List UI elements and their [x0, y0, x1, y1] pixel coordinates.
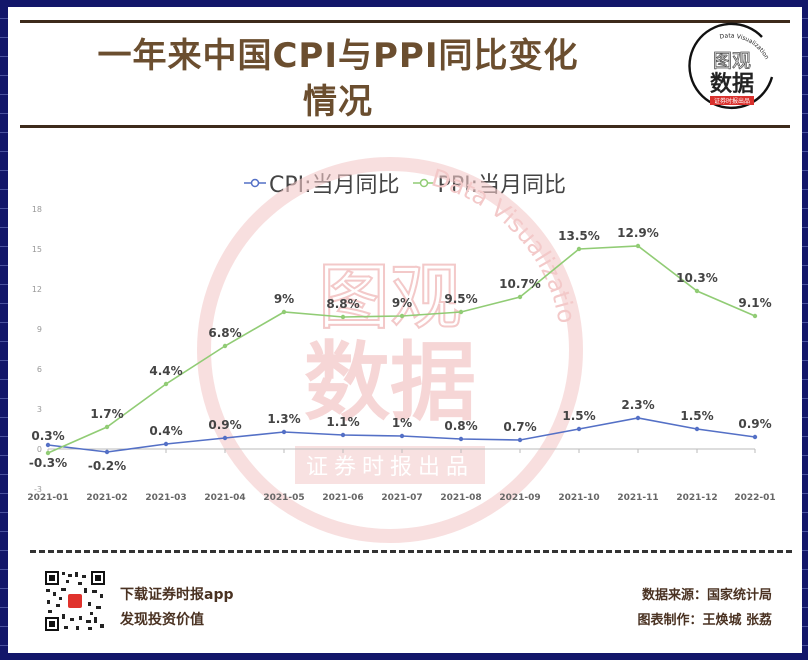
legend-item-ppi[interactable]: PPI:当月同比 — [412, 167, 566, 199]
logo-badge-text: 证券时报出品 — [714, 97, 750, 105]
footer-divider — [30, 550, 792, 553]
logo-main-text: 数据 — [710, 71, 754, 97]
header-bottom-rule — [20, 125, 790, 128]
chart-legend: CPI:当月同比 PPI:当月同比 — [8, 167, 802, 199]
infographic-card: 一年来中国CPI与PPI同比变化 情况 Data Visualization 图… — [8, 7, 802, 653]
title-line-1: 一年来中国CPI与PPI同比变化 — [97, 36, 579, 76]
circle-line-icon — [244, 178, 267, 188]
brand-logo: Data Visualization 图观 数据 证券时报出品 — [688, 22, 774, 110]
app-promo: 下载证券时报app 发现投资价值 — [120, 583, 234, 633]
promo-line-1: 下载证券时报app — [120, 587, 234, 603]
legend-label-cpi: CPI:当月同比 — [269, 173, 400, 198]
credits: 数据来源：国家统计局 图表制作：王焕城 张荔 — [637, 583, 772, 633]
title-line-2: 情况 — [303, 82, 373, 122]
chart-author: 图表制作：王焕城 张荔 — [637, 613, 772, 628]
legend-item-cpi[interactable]: CPI:当月同比 — [244, 167, 400, 199]
logo-top-text: 图观 — [713, 50, 751, 72]
legend-label-ppi: PPI:当月同比 — [437, 173, 566, 198]
qr-code[interactable] — [44, 570, 106, 632]
promo-line-2: 发现投资价值 — [120, 612, 204, 628]
data-source: 数据来源：国家统计局 — [641, 588, 772, 603]
page-title: 一年来中国CPI与PPI同比变化 情况 — [38, 33, 638, 125]
circle-line-icon — [412, 178, 435, 188]
top-rule — [20, 20, 790, 23]
